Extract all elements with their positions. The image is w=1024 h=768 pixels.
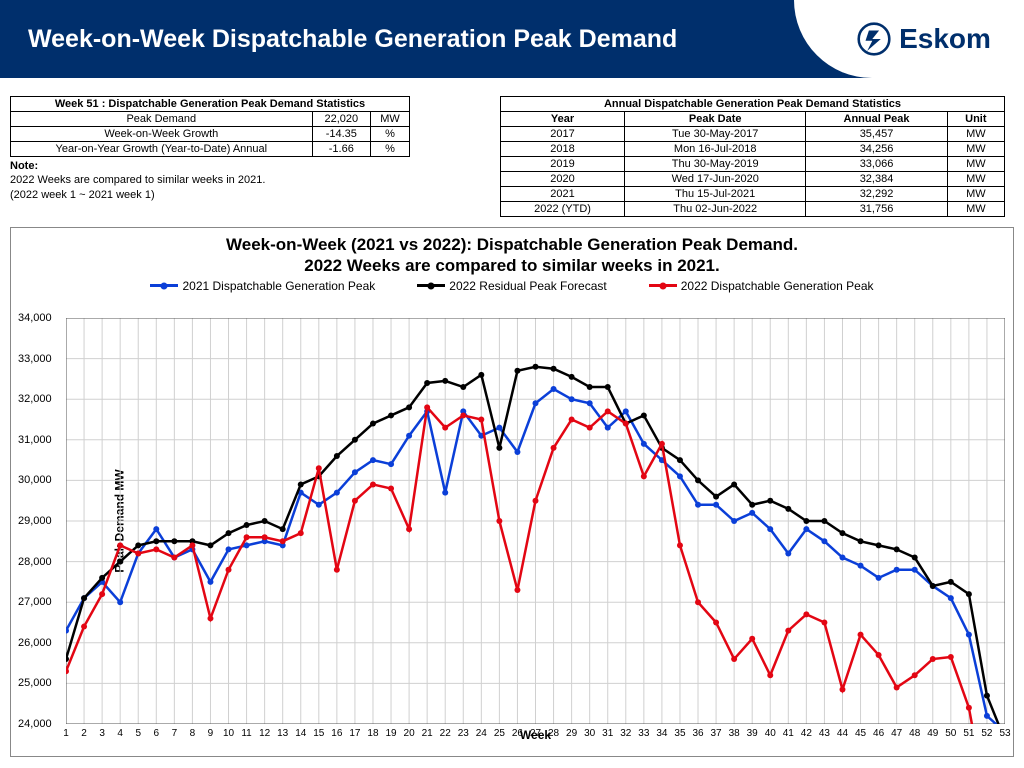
chart-container: Week-on-Week (2021 vs 2022): Dispatchabl…	[10, 227, 1014, 757]
table-cell: -1.66	[312, 142, 370, 157]
note: Note: 2022 Weeks are compared to similar…	[10, 159, 410, 202]
chart-plot: Peak Demand MW Week 24,00025,00026,00027…	[66, 318, 1005, 724]
chart-legend: .swatch[style*='#0b3fd8']::after{backgro…	[17, 279, 1007, 293]
table-cell: MW	[370, 112, 409, 127]
legend-item: .swatch[style*='#000000']::after{backgro…	[417, 279, 606, 293]
legend-item: .swatch[style*='#0b3fd8']::after{backgro…	[150, 279, 375, 293]
annual-table: Annual Dispatchable Generation Peak Dema…	[500, 96, 1005, 217]
stats-table-title: Week 51 : Dispatchable Generation Peak D…	[11, 97, 410, 112]
table-cell: Week-on-Week Growth	[11, 127, 313, 142]
stats-table: Week 51 : Dispatchable Generation Peak D…	[10, 96, 410, 157]
page-title: Week-on-Week Dispatchable Generation Pea…	[28, 25, 677, 54]
table-cell: 22,020	[312, 112, 370, 127]
chart-title: Week-on-Week (2021 vs 2022): Dispatchabl…	[17, 234, 1007, 277]
table-cell: Year-on-Year Growth (Year-to-Date) Annua…	[11, 142, 313, 157]
table-cell: %	[370, 142, 409, 157]
table-cell: %	[370, 127, 409, 142]
eskom-icon	[857, 22, 891, 56]
table-cell: Peak Demand	[11, 112, 313, 127]
page-header: Week-on-Week Dispatchable Generation Pea…	[0, 0, 1024, 78]
annual-table-title: Annual Dispatchable Generation Peak Dema…	[501, 97, 1005, 112]
legend-item: .swatch[style*='#e30613']::after{backgro…	[649, 279, 874, 293]
brand-logo: Eskom	[794, 0, 1024, 78]
tables-row: Week 51 : Dispatchable Generation Peak D…	[0, 78, 1024, 221]
table-cell: -14.35	[312, 127, 370, 142]
